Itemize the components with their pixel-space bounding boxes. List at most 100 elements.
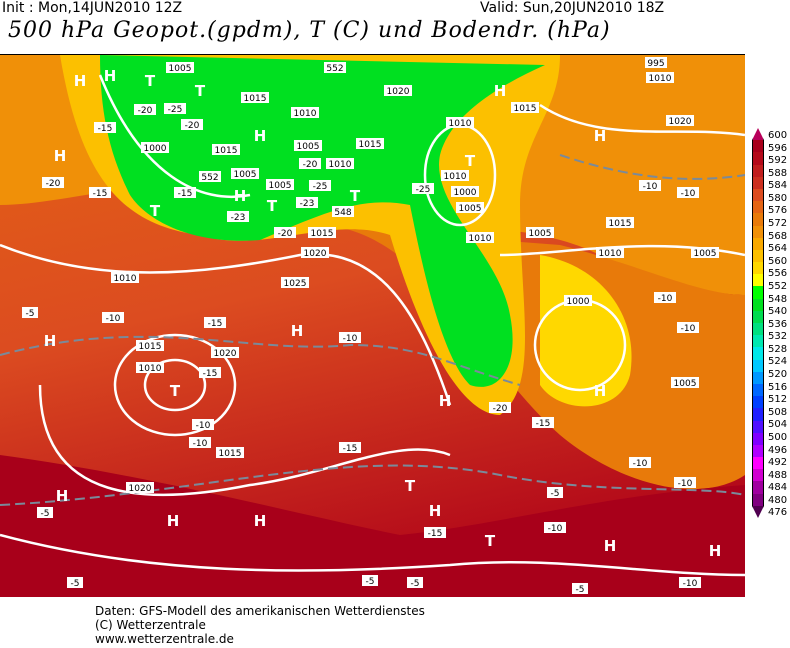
label-box — [308, 227, 336, 238]
contour-value-label: -15 — [428, 529, 443, 539]
contour-value-label: -10 — [658, 294, 673, 304]
label-box — [606, 217, 634, 228]
legend-swatch — [752, 493, 764, 506]
contour-value-label: 1010 — [599, 249, 622, 259]
legend-label: 492 — [768, 457, 788, 469]
map-title: 500 hPa Geopot.(gpdm), T (C) und Bodendr… — [8, 18, 611, 43]
legend-label: 532 — [768, 331, 788, 343]
contour-value-label: -15 — [208, 319, 223, 329]
label-box — [231, 168, 259, 179]
contour-value-label: -20 — [493, 404, 508, 414]
legend-swatch — [752, 274, 764, 287]
label-box — [212, 144, 240, 155]
label-box — [134, 104, 156, 115]
contour-value-label: 1015 — [139, 342, 162, 352]
label-box — [22, 307, 38, 318]
legend-label: 564 — [768, 243, 788, 255]
legend-swatch — [752, 457, 764, 470]
label-box — [332, 206, 354, 217]
legend-swatch — [752, 286, 764, 299]
contour-value-label: -15 — [343, 444, 358, 454]
legend-label: 552 — [768, 280, 788, 292]
contour-value-label: -25 — [416, 185, 431, 195]
high-pressure-label: H — [594, 127, 607, 145]
legend-label: 548 — [768, 293, 788, 305]
footer-data-source: Daten: GFS-Modell des amerikanischen Wet… — [95, 604, 425, 618]
legend-swatch — [752, 176, 764, 189]
legend-swatch — [752, 213, 764, 226]
legend-swatch — [752, 298, 764, 311]
contour-value-label: -20 — [185, 121, 200, 131]
legend-label: 592 — [768, 155, 788, 167]
low-pressure-label: T — [350, 187, 361, 205]
contour-value-label: 1010 — [449, 119, 472, 129]
legend-label: 580 — [768, 192, 788, 204]
high-pressure-label: H — [44, 332, 57, 350]
contour-value-label: 1005 — [269, 181, 292, 191]
label-box — [274, 227, 296, 238]
legend-swatch — [752, 164, 764, 177]
contour-value-label: -25 — [168, 105, 183, 115]
label-box — [677, 187, 699, 198]
contour-value-label: 1000 — [454, 188, 477, 198]
contour-value-label: -15 — [98, 124, 113, 134]
contour-value-label: 1020 — [214, 349, 237, 359]
label-box — [301, 247, 329, 258]
contour-value-label: -20 — [46, 179, 61, 189]
contour-value-label: -23 — [231, 213, 246, 223]
legend-label: 528 — [768, 343, 788, 355]
label-box — [227, 211, 249, 222]
label-box — [241, 92, 269, 103]
high-pressure-label: H — [254, 512, 267, 530]
legend-swatch — [752, 408, 764, 421]
contour-value-label: 1015 — [215, 146, 238, 156]
label-box — [596, 247, 624, 258]
footer-website[interactable]: www.wetterzentrale.de — [95, 632, 234, 646]
legend-swatch — [752, 225, 764, 238]
legend-swatch — [752, 359, 764, 372]
legend-label: 512 — [768, 394, 788, 406]
label-box — [324, 62, 346, 73]
contour-value-label: -20 — [138, 106, 153, 116]
contour-value-label: 1020 — [129, 484, 152, 494]
contour-value-label: -5 — [366, 577, 375, 587]
contour-value-label: 1000 — [567, 297, 590, 307]
contour-value-label: 1005 — [234, 170, 257, 180]
legend-label: 476 — [768, 507, 788, 519]
label-box — [384, 85, 412, 96]
label-box — [211, 347, 239, 358]
contour-value-label: 1020 — [304, 249, 327, 259]
label-box — [192, 419, 214, 430]
contour-value-label: 1010 — [294, 109, 317, 119]
legend-label: 488 — [768, 469, 788, 481]
label-box — [674, 477, 696, 488]
high-pressure-label: H — [291, 322, 304, 340]
legend-swatch — [752, 262, 764, 275]
legend-swatch — [752, 371, 764, 384]
low-pressure-label: T — [267, 197, 278, 215]
low-pressure-label: T — [170, 382, 181, 400]
label-box — [441, 170, 469, 181]
label-box — [456, 202, 484, 213]
high-pressure-label: H — [429, 502, 442, 520]
contour-value-label: 1020 — [669, 117, 692, 127]
label-box — [511, 102, 539, 113]
label-box — [446, 117, 474, 128]
contour-value-label: -15 — [203, 369, 218, 379]
valid-time: Valid: Sun,20JUN2010 18Z — [480, 0, 665, 16]
contour-value-label: -10 — [683, 579, 698, 589]
low-pressure-label: T — [465, 152, 476, 170]
label-box — [356, 138, 384, 149]
label-box — [412, 183, 434, 194]
high-pressure-label: H — [494, 82, 507, 100]
legend-swatch — [752, 152, 764, 165]
legend-label: 484 — [768, 482, 788, 494]
label-box — [111, 272, 139, 283]
label-box — [544, 522, 566, 533]
contour-value-label: 1015 — [219, 449, 242, 459]
label-box — [67, 577, 83, 588]
high-pressure-label: H — [709, 542, 722, 560]
contour-value-label: -20 — [303, 160, 318, 170]
legend-label: 600 — [768, 130, 788, 141]
contour-value-label: 1010 — [114, 274, 137, 284]
